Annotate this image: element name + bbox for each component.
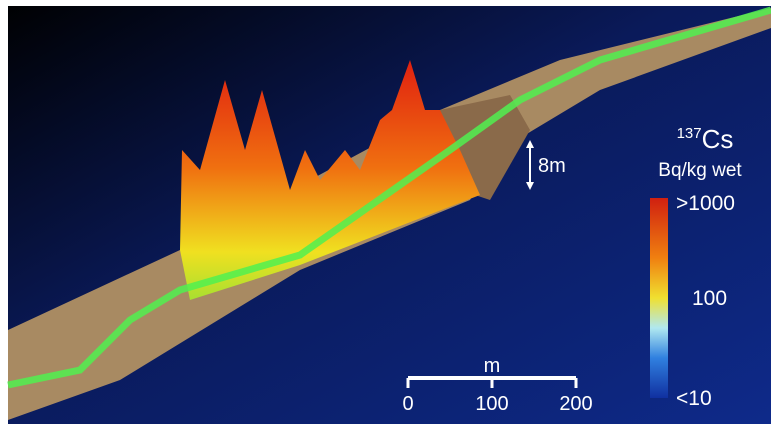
colorbar <box>650 198 668 398</box>
left-border <box>0 0 8 424</box>
legend-unit: Bq/kg wet <box>658 160 742 181</box>
scale-label: 0 <box>402 393 413 415</box>
legend-label: 100 <box>692 287 727 310</box>
depth-label: 8m <box>538 155 566 177</box>
scale-label: 100 <box>475 393 508 415</box>
isotope-mass: 137 <box>677 125 702 142</box>
scale-unit: m <box>484 355 501 377</box>
legend-label: >1000 <box>676 192 735 215</box>
legend-label: <10 <box>676 387 712 410</box>
scale-label: 200 <box>559 393 592 415</box>
figure: 8m 137Cs Bq/kg wet >1000 100 <10 m 0 100… <box>0 0 771 424</box>
isotope-symbol: Cs <box>702 124 734 154</box>
top-border <box>0 0 771 6</box>
